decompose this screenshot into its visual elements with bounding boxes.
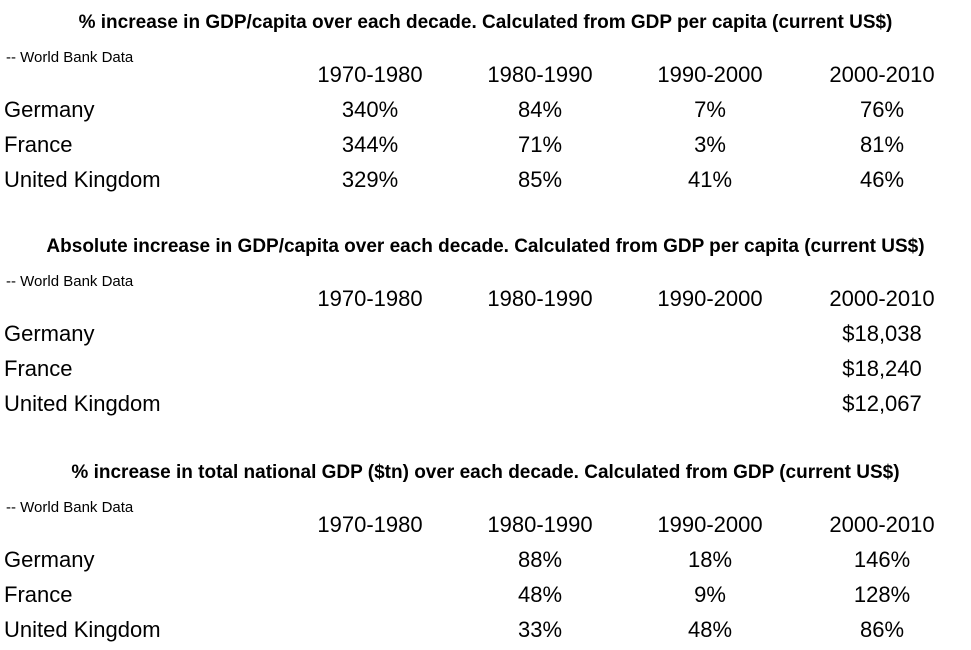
table-cell — [625, 354, 795, 384]
column-header: 1970-1980 — [317, 62, 423, 87]
column-header: 2000-2010 — [829, 512, 935, 537]
column-header: 1990-2000 — [657, 62, 763, 87]
table-cell: 3% — [694, 132, 726, 157]
table-cell: 41% — [687, 167, 733, 192]
row-label-united-kingdom: United Kingdom — [4, 617, 161, 642]
column-header: 1980-1990 — [487, 62, 593, 87]
column-header: 1990-2000 — [657, 512, 763, 537]
column-header: 1970-1980 — [317, 286, 423, 311]
table-cell: 33% — [517, 617, 563, 642]
row-label-germany: Germany — [4, 321, 95, 346]
table-cell: 329% — [341, 167, 399, 192]
table-cell: 146% — [853, 547, 911, 572]
row-label-united-kingdom: United Kingdom — [4, 167, 161, 192]
table-cell: 48% — [517, 582, 563, 607]
table-cell: $18,038 — [842, 321, 922, 346]
table-cell: 18% — [687, 547, 733, 572]
table-cell: 9% — [694, 582, 726, 607]
source-label: -- World Bank Data — [6, 499, 134, 516]
row-label-france: France — [4, 356, 73, 381]
table-cell — [285, 580, 455, 610]
table-cell — [455, 354, 625, 384]
column-header: 1980-1990 — [487, 512, 593, 537]
table-cell: 128% — [853, 582, 911, 607]
table-cell: 86% — [859, 617, 905, 642]
table-title: % increase in total national GDP ($tn) o… — [71, 462, 900, 483]
table-cell — [285, 389, 455, 419]
row-label-france: France — [4, 582, 73, 607]
table-cell: 340% — [341, 97, 399, 122]
table-cell — [285, 319, 455, 349]
table-gdp-per-capita-percent: % increase in GDP/capita over each decad… — [0, 10, 971, 200]
table-cell: 85% — [517, 167, 563, 192]
column-header: 1970-1980 — [317, 512, 423, 537]
table-cell — [285, 615, 455, 645]
table-cell: 7% — [694, 97, 726, 122]
row-label-germany: Germany — [4, 97, 95, 122]
table-gdp-per-capita-absolute: Absolute increase in GDP/capita over eac… — [0, 234, 971, 424]
table-cell — [285, 354, 455, 384]
table-cell — [455, 319, 625, 349]
source-label: -- World Bank Data — [6, 273, 134, 290]
table-cell: 84% — [517, 97, 563, 122]
table-cell — [285, 545, 455, 575]
table-cell: 71% — [517, 132, 563, 157]
table-cell: 81% — [859, 132, 905, 157]
table-cell — [455, 389, 625, 419]
table-title: Absolute increase in GDP/capita over eac… — [46, 236, 925, 257]
row-label-united-kingdom: United Kingdom — [4, 391, 161, 416]
table-cell: $12,067 — [842, 391, 922, 416]
column-header: 2000-2010 — [829, 286, 935, 311]
table-cell — [625, 389, 795, 419]
table-cell: 88% — [517, 547, 563, 572]
row-label-france: France — [4, 132, 73, 157]
table-title: % increase in GDP/capita over each decad… — [78, 12, 893, 33]
table-cell: 344% — [341, 132, 399, 157]
table-cell: 48% — [687, 617, 733, 642]
table-cell: 76% — [859, 97, 905, 122]
table-cell — [625, 319, 795, 349]
column-header: 2000-2010 — [829, 62, 935, 87]
column-header: 1990-2000 — [657, 286, 763, 311]
row-label-germany: Germany — [4, 547, 95, 572]
table-total-gdp-percent: % increase in total national GDP ($tn) o… — [0, 460, 971, 650]
column-header: 1980-1990 — [487, 286, 593, 311]
table-cell: $18,240 — [842, 356, 922, 381]
source-label: -- World Bank Data — [6, 49, 134, 66]
table-cell: 46% — [859, 167, 905, 192]
